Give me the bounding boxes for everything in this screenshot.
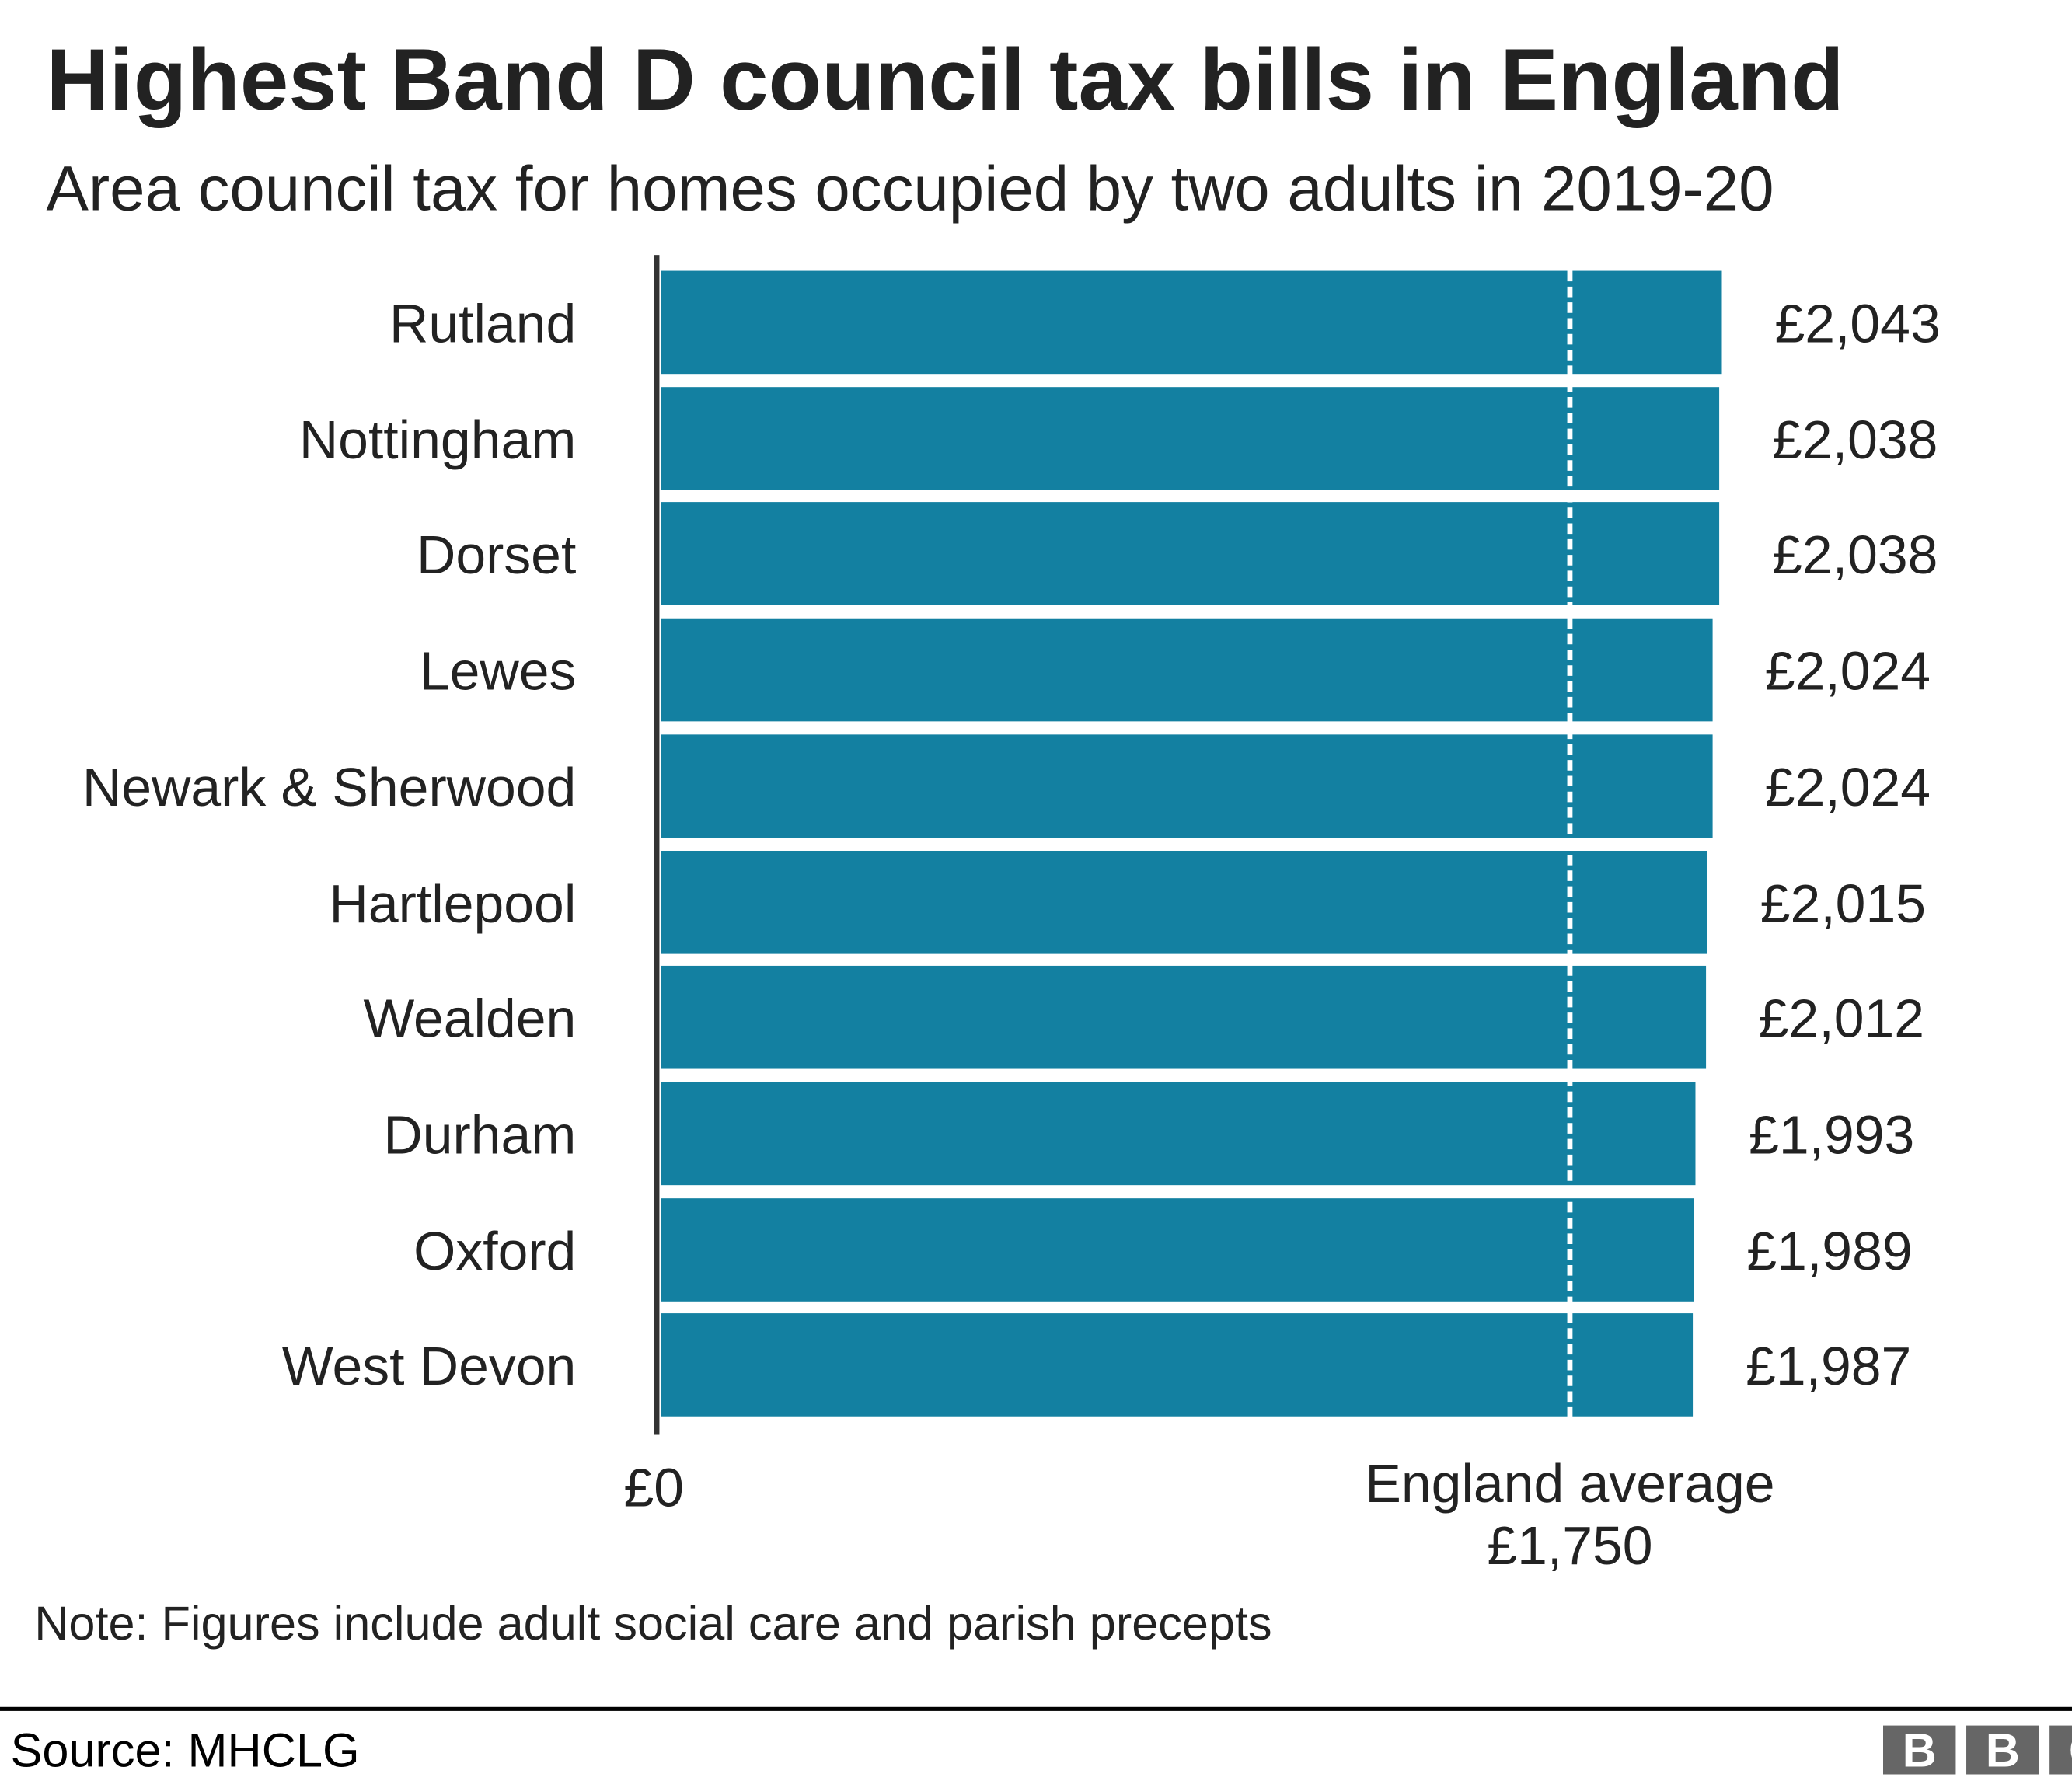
bar — [661, 850, 1707, 953]
bar — [661, 1197, 1694, 1302]
value-label: £2,015 — [1760, 873, 1927, 934]
bar — [661, 502, 1720, 606]
bbc-logo-letter: B — [1882, 1725, 1956, 1775]
average-reference-line — [1567, 270, 1573, 1418]
chart-subtitle: Area council tax for homes occupied by t… — [46, 154, 1774, 225]
category-label: Wealden — [363, 988, 577, 1050]
chart-title: Highest Band D council tax bills in Engl… — [46, 30, 1844, 128]
category-label: West Devon — [281, 1336, 577, 1397]
value-label: £1,993 — [1749, 1104, 1915, 1166]
chart-source: Source: MHCLG — [10, 1723, 360, 1777]
average-label: England average £1,750 — [1365, 1453, 1774, 1577]
category-label: Dorset — [416, 525, 577, 586]
bar — [661, 966, 1706, 1069]
category-label: Oxford — [413, 1220, 577, 1281]
bar — [661, 1313, 1694, 1417]
bar — [661, 270, 1722, 375]
value-label: £2,038 — [1772, 525, 1938, 586]
value-label: £2,024 — [1764, 640, 1931, 702]
chart-note: Note: Figures include adult social care … — [34, 1595, 1272, 1650]
value-label: £1,989 — [1746, 1220, 1913, 1281]
bbc-logo-letter: C — [2049, 1725, 2072, 1775]
value-label: £2,012 — [1758, 988, 1925, 1050]
category-label: Lewes — [419, 640, 577, 702]
bar — [661, 618, 1712, 722]
value-label: £2,043 — [1774, 293, 1941, 354]
bbc-logo-letter: B — [1966, 1725, 2039, 1775]
average-label-value: £1,750 — [1487, 1515, 1653, 1577]
value-label: £2,024 — [1764, 756, 1931, 818]
value-label: £2,038 — [1772, 409, 1938, 470]
bar — [661, 1082, 1697, 1185]
category-label: Hartlepool — [329, 873, 577, 934]
category-label: Nottingham — [298, 409, 577, 470]
value-label: £1,987 — [1746, 1336, 1912, 1397]
bar — [661, 734, 1712, 838]
y-axis-line — [654, 255, 660, 1435]
bbc-logo: B B C — [1882, 1725, 2072, 1775]
category-label: Newark & Sherwood — [82, 756, 577, 818]
category-label: Durham — [383, 1104, 577, 1166]
category-label: Rutland — [389, 293, 577, 354]
x-tick-label-zero: £0 — [623, 1457, 685, 1518]
average-label-text: England average — [1365, 1453, 1775, 1514]
bar — [661, 386, 1720, 490]
footer-divider — [0, 1706, 2072, 1711]
